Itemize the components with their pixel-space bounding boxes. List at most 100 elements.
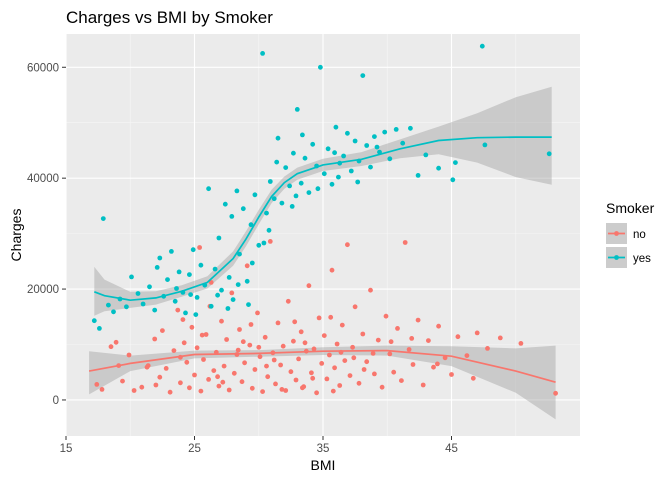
point-yes — [190, 247, 196, 253]
point-no — [449, 372, 454, 377]
point-no — [271, 357, 277, 363]
point-no — [144, 364, 150, 370]
point-no — [153, 382, 159, 388]
point-yes — [234, 188, 240, 194]
point-yes — [400, 140, 406, 146]
point-no — [406, 347, 412, 352]
point-yes — [482, 142, 488, 148]
ribbon-yes — [94, 86, 552, 316]
point-no — [224, 337, 230, 342]
point-no — [139, 384, 145, 390]
point-no — [211, 368, 217, 373]
point-yes — [157, 255, 163, 261]
x-tick-label: 25 — [188, 443, 201, 455]
point-yes — [315, 186, 321, 192]
point-no — [410, 362, 416, 367]
point-no — [203, 332, 209, 337]
point-no — [442, 355, 448, 361]
point-no — [180, 317, 186, 322]
point-yes — [256, 242, 262, 248]
point-no — [302, 340, 308, 346]
point-no — [383, 313, 389, 319]
point-no — [283, 388, 289, 393]
point-yes — [165, 277, 170, 282]
legend-label-yes: yes — [633, 253, 651, 265]
point-no — [131, 388, 137, 393]
point-yes — [387, 156, 393, 162]
point-no — [262, 334, 268, 340]
point-yes — [240, 206, 246, 212]
point-no — [300, 385, 305, 391]
point-no — [237, 327, 242, 332]
point-no — [178, 380, 183, 386]
point-yes — [169, 249, 174, 254]
point-no — [470, 375, 476, 381]
point-no — [455, 334, 461, 340]
point-no — [387, 351, 393, 357]
point-no — [497, 335, 503, 341]
point-no — [431, 364, 436, 370]
point-no — [293, 377, 299, 383]
point-yes — [198, 262, 204, 268]
point-yes — [216, 235, 222, 241]
point-no — [370, 351, 376, 356]
y-tick-label: 60000 — [27, 62, 59, 74]
point-no — [311, 346, 317, 352]
point-no — [306, 283, 312, 289]
point-yes — [212, 266, 218, 272]
smooth-lines — [88, 136, 556, 384]
point-no — [409, 336, 415, 341]
point-no — [171, 348, 177, 353]
y-axis-title: Charges — [8, 209, 24, 262]
point-yes — [287, 183, 292, 189]
legend-point-yes — [614, 255, 619, 260]
point-no — [264, 363, 269, 369]
point-yes — [154, 265, 160, 270]
x-tick-label: 15 — [60, 443, 73, 455]
point-no — [339, 322, 345, 328]
point-yes — [261, 240, 267, 246]
point-no — [126, 352, 132, 358]
point-yes — [408, 125, 413, 131]
point-yes — [249, 260, 255, 266]
point-yes — [225, 306, 231, 311]
point-no — [273, 381, 278, 387]
point-no — [379, 384, 385, 390]
point-yes — [364, 143, 370, 148]
point-yes — [479, 43, 485, 49]
point-no — [420, 382, 426, 388]
point-yes — [124, 304, 129, 310]
point-yes — [372, 134, 377, 140]
x-tick-label: 35 — [317, 443, 330, 455]
point-no — [436, 323, 441, 329]
point-no — [267, 239, 273, 244]
point-no — [108, 344, 114, 350]
point-yes — [271, 196, 277, 202]
point-yes — [152, 307, 158, 313]
point-yes — [91, 318, 97, 324]
point-no — [248, 322, 254, 327]
legend-point-no — [614, 231, 619, 236]
point-no — [334, 341, 340, 347]
point-yes — [187, 272, 192, 277]
point-no — [221, 363, 227, 369]
point-yes — [206, 186, 212, 192]
point-no — [328, 314, 334, 320]
point-no — [553, 390, 558, 396]
point-yes — [360, 73, 366, 78]
point-yes — [298, 180, 304, 186]
point-no — [360, 331, 366, 337]
point-no — [244, 263, 250, 269]
point-yes — [393, 126, 399, 132]
point-no — [329, 267, 335, 273]
y-tick-label: 20000 — [27, 284, 59, 296]
point-no — [163, 366, 169, 371]
point-no — [345, 242, 350, 248]
point-no — [352, 304, 358, 310]
point-yes — [329, 181, 335, 187]
point-no — [235, 347, 241, 353]
point-yes — [382, 129, 388, 135]
point-yes — [318, 64, 323, 70]
point-no — [120, 378, 125, 384]
point-yes — [325, 146, 331, 152]
